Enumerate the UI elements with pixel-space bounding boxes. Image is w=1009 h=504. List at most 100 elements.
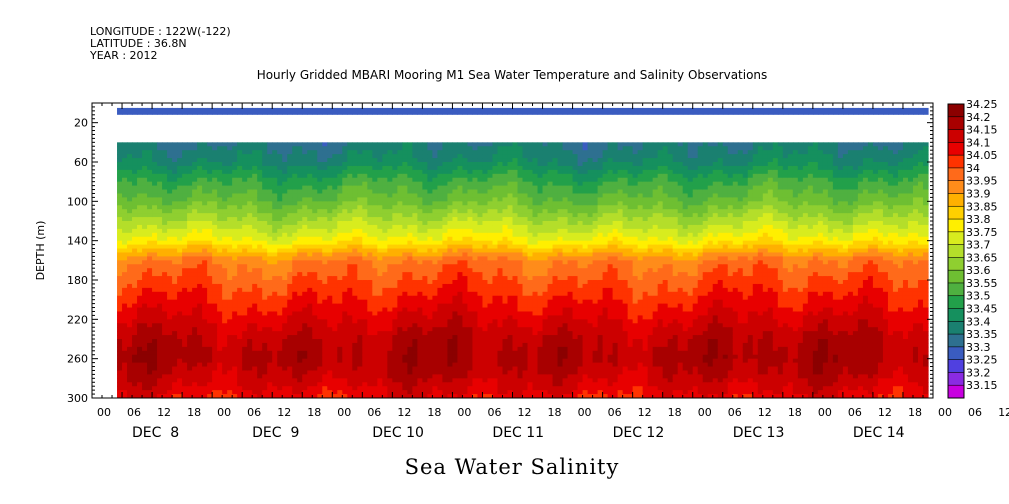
field-cell	[147, 244, 153, 250]
field-cell	[437, 260, 444, 265]
field-cell	[302, 342, 308, 348]
field-cell	[422, 295, 428, 301]
field-cell	[432, 272, 439, 277]
field-cell	[262, 264, 268, 269]
field-cell	[417, 197, 423, 202]
field-cell	[392, 386, 398, 391]
field-cell	[187, 311, 193, 316]
field-cell	[422, 362, 428, 368]
field-cell	[402, 142, 408, 147]
field-cell	[362, 221, 368, 226]
field-cell	[322, 295, 328, 301]
field-cell	[317, 390, 323, 395]
field-cell	[402, 358, 408, 364]
field-cell	[177, 201, 183, 206]
field-cell	[427, 354, 434, 360]
field-cell	[227, 311, 233, 316]
field-cell	[222, 272, 228, 277]
field-cell	[422, 366, 428, 372]
field-cell	[307, 165, 313, 171]
field-cell	[347, 366, 353, 372]
field-cell	[382, 107, 388, 115]
field-cell	[257, 209, 263, 214]
field-cell	[127, 244, 133, 250]
field-cell	[162, 201, 168, 206]
field-cell	[312, 358, 318, 364]
field-cell	[277, 201, 283, 206]
field-cell	[347, 280, 353, 285]
field-cell	[472, 327, 479, 332]
field-cell	[147, 366, 153, 372]
field-cell	[262, 146, 268, 151]
field-cell	[402, 339, 408, 344]
field-cell	[222, 193, 228, 198]
field-cell	[337, 217, 343, 222]
field-cell	[337, 189, 343, 195]
field-cell	[237, 283, 243, 289]
field-cell	[157, 173, 163, 179]
field-cell	[382, 209, 388, 214]
field-cell	[367, 197, 373, 202]
field-cell	[322, 162, 328, 167]
field-cell	[347, 162, 353, 167]
field-cell	[132, 327, 138, 332]
field-cell	[467, 358, 474, 364]
field-cell	[457, 291, 464, 297]
field-cell	[337, 386, 343, 391]
field-cell	[172, 354, 178, 360]
field-cell	[222, 213, 228, 218]
field-cell	[357, 323, 363, 328]
field-cell	[312, 228, 318, 234]
field-cell	[267, 165, 273, 171]
field-cell	[172, 323, 178, 328]
field-cell	[477, 268, 484, 273]
field-cell	[142, 260, 148, 265]
field-cell	[337, 185, 343, 191]
field-cell	[367, 374, 373, 379]
field-cell	[312, 252, 318, 257]
field-cell	[462, 236, 469, 242]
field-cell	[182, 244, 188, 250]
field-cell	[132, 331, 138, 336]
field-cell	[292, 264, 298, 269]
field-cell	[142, 221, 148, 226]
field-cell	[377, 378, 383, 383]
field-cell	[387, 283, 393, 289]
field-cell	[462, 224, 469, 230]
field-cell	[167, 162, 173, 167]
field-cell	[492, 150, 499, 155]
field-cell	[427, 205, 434, 210]
field-cell	[342, 346, 348, 352]
field-cell	[402, 154, 408, 159]
field-cell	[237, 236, 243, 242]
field-cell	[382, 358, 388, 364]
field-cell	[297, 173, 303, 179]
field-cell	[452, 378, 459, 383]
field-cell	[397, 181, 403, 187]
field-cell	[382, 339, 388, 344]
field-cell	[132, 303, 138, 309]
field-cell	[252, 374, 258, 379]
field-cell	[152, 331, 158, 336]
field-cell	[387, 173, 393, 179]
field-cell	[237, 197, 243, 202]
field-cell	[222, 248, 228, 254]
field-cell	[417, 193, 423, 198]
field-cell	[462, 185, 469, 191]
field-cell	[202, 209, 208, 214]
field-cell	[117, 252, 123, 257]
field-cell	[262, 272, 268, 277]
field-cell	[232, 264, 238, 269]
field-cell	[442, 228, 449, 234]
field-cell	[247, 287, 253, 293]
field-cell	[317, 299, 323, 305]
field-cell	[262, 177, 268, 183]
field-cell	[397, 142, 403, 147]
field-cell	[297, 146, 303, 151]
field-cell	[367, 331, 373, 336]
field-cell	[487, 181, 494, 187]
field-cell	[142, 350, 148, 356]
field-cell	[262, 291, 268, 297]
field-cell	[372, 272, 378, 277]
field-cell	[117, 378, 123, 383]
